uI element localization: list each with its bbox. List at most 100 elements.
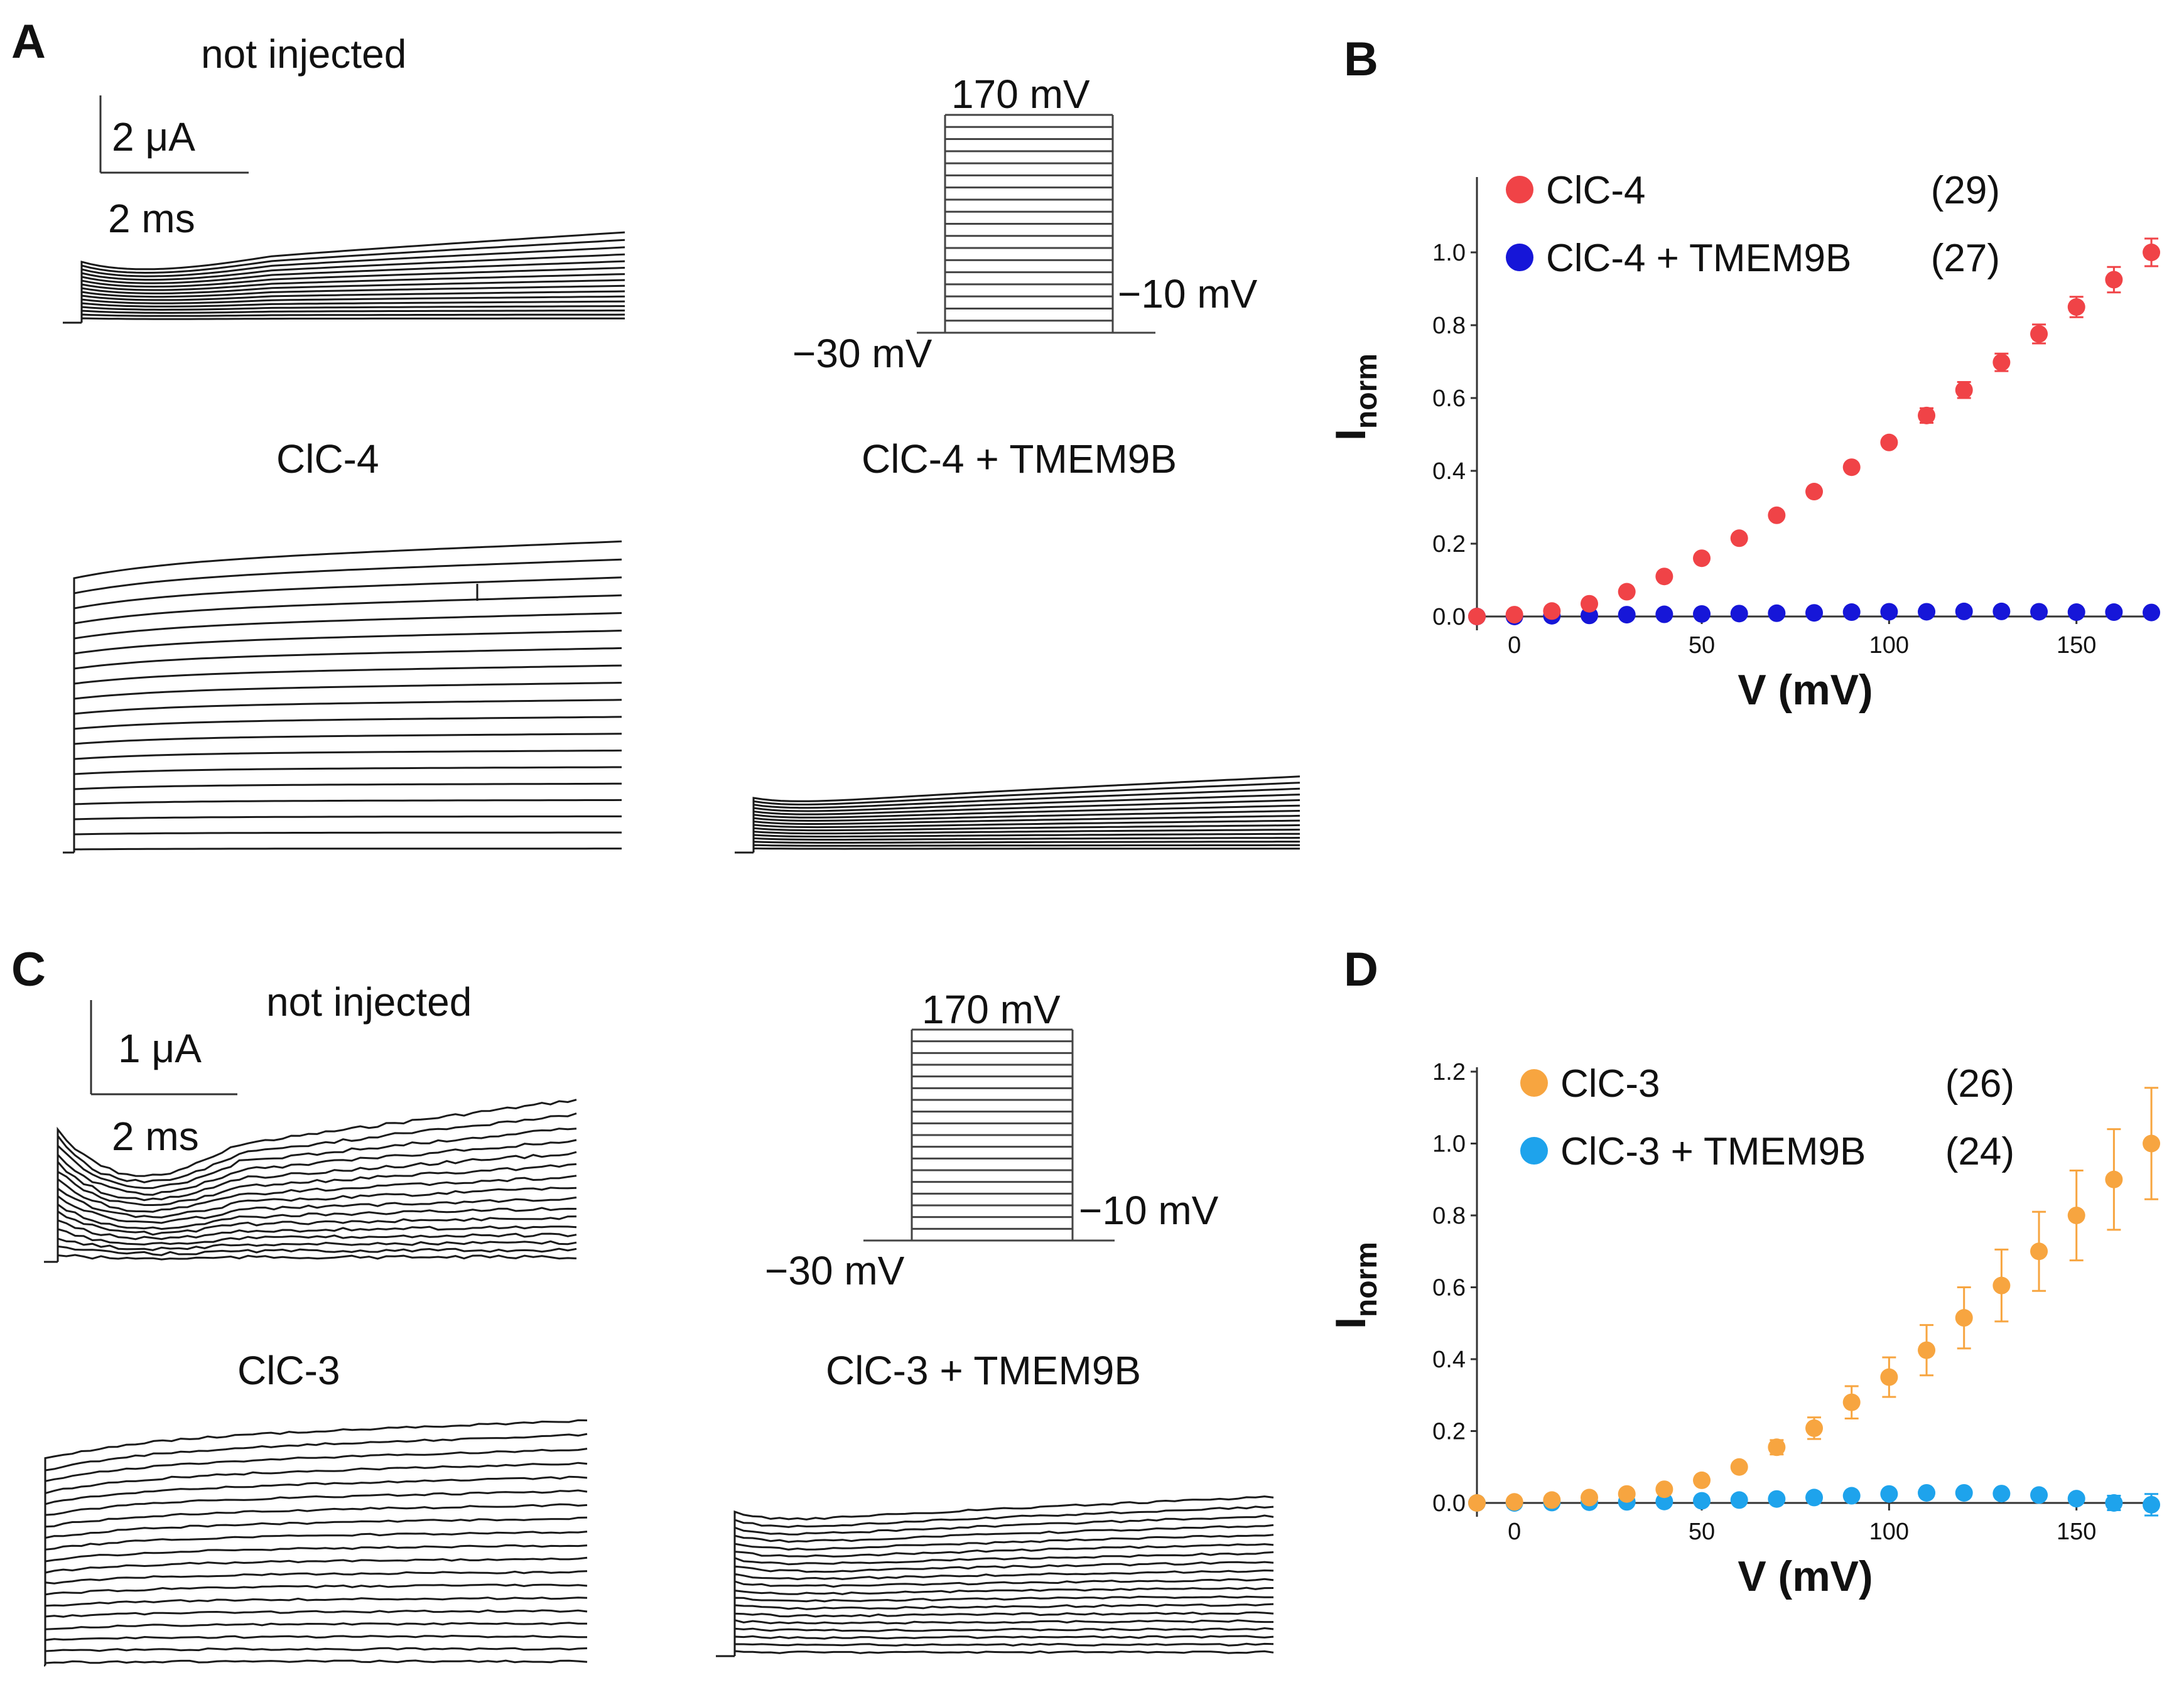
x-axis-label: V (mV) [1738, 1553, 1873, 1600]
current-sweep [733, 1611, 1274, 1656]
traces-clc3 [44, 1419, 588, 1667]
y-axis-label-sub: norm [1350, 1242, 1383, 1317]
x-axis-label: V (mV) [1738, 666, 1873, 714]
current-sweep [80, 313, 625, 323]
current-sweep [733, 1543, 1274, 1656]
current-sweep [57, 1099, 577, 1262]
x-tick-label: 150 [2057, 632, 2096, 659]
trace-label-not-injected-a: not injected [201, 31, 406, 77]
data-point [1880, 433, 1898, 451]
data-point [2067, 603, 2085, 622]
data-point [1693, 605, 1711, 623]
current-sweep [752, 847, 1300, 853]
traces-clc3-tmem9b [716, 1495, 1274, 1657]
protocol-tail-label-a: −10 mV [1118, 271, 1258, 316]
data-point [1655, 1480, 1673, 1499]
current-sweep [57, 1254, 577, 1262]
series-clc-3-tmem9b [1468, 1483, 2161, 1517]
data-point [1768, 506, 1786, 524]
current-sweep [44, 1448, 588, 1666]
current-sweep [44, 1647, 588, 1666]
protocol-top-label-c: 170 mV [922, 987, 1061, 1032]
data-point [1918, 603, 1936, 621]
scale-bar-c-time: 2 ms [112, 1114, 199, 1159]
data-point [1768, 1490, 1786, 1508]
traces-clc4-tmem9b [735, 775, 1300, 854]
data-point [1581, 1489, 1599, 1507]
legend-marker [1520, 1069, 1548, 1097]
data-point [2067, 1207, 2085, 1224]
data-point [1768, 604, 1786, 622]
y-axis-label: Inorm [1327, 1242, 1383, 1329]
current-sweep [44, 1634, 588, 1666]
data-point [1955, 602, 1973, 620]
current-sweep [44, 1556, 588, 1666]
current-sweep [733, 1642, 1274, 1656]
data-point [2143, 603, 2161, 622]
current-sweep [44, 1622, 587, 1666]
data-point [1730, 1458, 1748, 1476]
y-tick-label: 0.2 [1432, 531, 1466, 557]
protocol-top-label-a: 170 mV [951, 72, 1090, 117]
x-tick-label: 100 [1869, 632, 1909, 659]
y-tick-label: 1.0 [1432, 240, 1466, 266]
current-sweep [73, 612, 622, 853]
current-sweep [733, 1603, 1274, 1656]
legend-marker [1520, 1137, 1548, 1165]
current-sweep [733, 1551, 1274, 1656]
data-point [1730, 605, 1748, 623]
current-sweep [733, 1569, 1274, 1656]
x-tick-label: 50 [1689, 632, 1715, 659]
current-sweep [44, 1462, 588, 1666]
data-point [2030, 603, 2048, 621]
current-sweep [73, 594, 622, 853]
scale-bar-a-current: 2 μA [112, 114, 195, 159]
current-sweep [57, 1209, 577, 1262]
traces-clc4 [63, 540, 622, 854]
current-sweep [752, 841, 1300, 853]
current-sweep [44, 1570, 588, 1666]
data-point [1842, 1393, 1861, 1411]
current-sweep [752, 814, 1300, 853]
current-sweep [44, 1609, 588, 1666]
current-sweep [752, 794, 1300, 853]
data-point [2105, 271, 2123, 289]
chart-b: 0.0 0.2 0.4 0.6 0.8 1.0 0 50 100 150 V (mV) Inorm Cl… [1327, 169, 2161, 714]
data-point [1655, 1492, 1673, 1510]
current-sweep [44, 1531, 588, 1666]
current-sweep [752, 819, 1300, 853]
current-sweep [80, 305, 625, 323]
data-point [1655, 605, 1673, 623]
legend-label: ClC-3 + TMEM9B [1560, 1130, 1866, 1173]
current-sweep [752, 832, 1300, 853]
protocol-hold-label-c: −30 mV [765, 1248, 905, 1293]
data-point [2030, 325, 2048, 343]
data-point [1992, 1276, 2011, 1295]
data-point [2105, 1494, 2123, 1512]
current-sweep [44, 1503, 588, 1666]
data-point [2030, 1242, 2048, 1261]
data-point [1805, 604, 1824, 622]
data-point [1992, 602, 2011, 620]
current-sweep [73, 815, 622, 853]
x-tick-label: 0 [1508, 1519, 1521, 1545]
scale-bar-c: 1 μA 2 ms [90, 1000, 237, 1159]
current-sweep [80, 267, 625, 323]
scale-bar-a: 2 μA 2 ms [99, 95, 249, 241]
panel-label-a: A [11, 15, 46, 68]
data-point [1468, 608, 1486, 625]
data-point [1468, 1494, 1486, 1512]
current-sweep [73, 540, 622, 853]
current-sweep [733, 1635, 1274, 1656]
traces-not-injected-c [44, 1099, 577, 1263]
current-sweep [73, 733, 622, 853]
legend-label: ClC-4 + TMEM9B [1546, 237, 1851, 280]
panel-label-b: B [1344, 33, 1378, 86]
current-sweep [733, 1595, 1273, 1656]
data-point [1992, 353, 2011, 372]
data-point [2105, 1170, 2123, 1188]
data-point [1842, 1487, 1861, 1505]
y-tick-label: 0.0 [1432, 604, 1466, 630]
data-point [1842, 458, 1861, 476]
current-sweep [752, 782, 1300, 853]
